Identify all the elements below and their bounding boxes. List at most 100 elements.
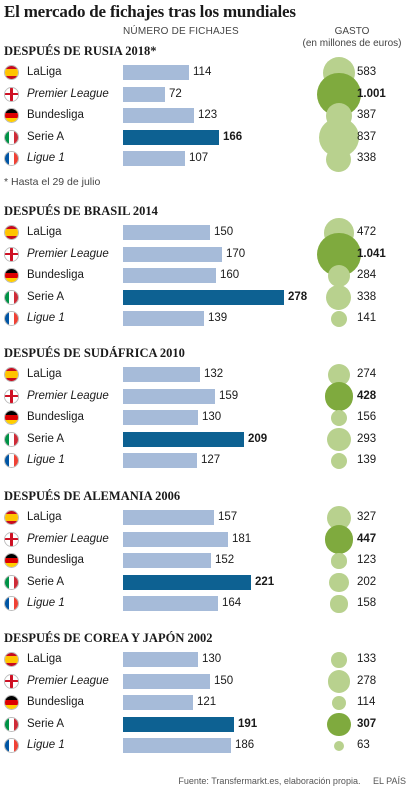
- transfer-count-label: 127: [201, 454, 221, 466]
- spend-column-header: GASTO (en millones de euros): [296, 26, 408, 50]
- league-label: Bundesliga: [27, 696, 84, 708]
- spain-flag-icon: [4, 510, 19, 525]
- spend-bubble: [327, 264, 351, 288]
- transfer-count-bar: [123, 453, 197, 468]
- league-row: Bundesliga 121 114: [0, 693, 414, 713]
- section-title: DESPUÉS DE COREA Y JAPÓN 2002: [4, 631, 213, 645]
- transfer-count-bar: [123, 129, 219, 145]
- transfer-count-label: 170: [226, 247, 246, 260]
- spend-label: 387: [357, 109, 377, 121]
- spend-label: 156: [357, 411, 377, 423]
- transfer-count-bar: [123, 246, 222, 262]
- league-label: LaLiga: [27, 66, 62, 78]
- league-label: Premier League: [27, 674, 109, 687]
- league-row: LaLiga 130 133: [0, 650, 414, 670]
- transfer-count-label: 130: [202, 411, 222, 423]
- transfer-count-bar: [123, 553, 211, 568]
- france-flag-icon: [4, 311, 19, 326]
- spend-label: 63: [357, 739, 370, 751]
- league-label: Serie A: [27, 432, 65, 445]
- spend-label: 428: [357, 389, 377, 402]
- spend-bubble: [330, 409, 348, 427]
- spend-bubble: [333, 740, 345, 752]
- germany-flag-icon: [4, 108, 19, 123]
- spend-label: 583: [357, 66, 377, 78]
- transfer-count-bar: [123, 431, 244, 447]
- spend-label: 278: [357, 674, 377, 687]
- transfer-count-bar: [123, 596, 218, 611]
- transfer-count-label: 130: [202, 653, 222, 665]
- transfer-count-label: 114: [193, 66, 212, 78]
- italy-flag-icon: [4, 716, 19, 732]
- league-row: Serie A 191 307: [0, 712, 414, 737]
- spend-label: 139: [357, 454, 377, 466]
- transfer-count-label: 123: [198, 109, 218, 121]
- league-label: Serie A: [27, 130, 65, 143]
- transfer-count-bar: [123, 65, 189, 80]
- spend-bubble: [327, 712, 351, 737]
- league-label: Premier League: [27, 247, 109, 260]
- spend-label: 1.041: [357, 247, 386, 260]
- spend-label: 284: [357, 269, 377, 281]
- spend-bubble: [331, 695, 347, 711]
- transfer-count-label: 164: [222, 597, 242, 609]
- england-flag-icon: [4, 388, 19, 404]
- league-row: Premier League 150 278: [0, 670, 414, 693]
- spend-bubble: [331, 652, 347, 668]
- france-flag-icon: [4, 738, 19, 753]
- transfer-count-label: 157: [218, 511, 238, 523]
- league-row: Ligue 1 107 338: [0, 146, 414, 172]
- league-row: Premier League 181 447: [0, 525, 414, 554]
- spend-bubble: [331, 553, 347, 569]
- transfer-count-label: 132: [204, 368, 224, 380]
- league-label: Premier League: [27, 389, 109, 402]
- league-label: Ligue 1: [27, 312, 65, 324]
- transfer-count-label: 72: [169, 87, 182, 100]
- spend-bubble: [327, 427, 351, 452]
- transfer-count-label: 150: [214, 674, 234, 687]
- spend-bubble: [327, 363, 351, 387]
- footnote: * Hasta el 29 de julio: [4, 175, 101, 188]
- france-flag-icon: [4, 453, 19, 468]
- spain-flag-icon: [4, 65, 19, 80]
- transfer-count-label: 107: [189, 152, 209, 164]
- league-row: Premier League 159 428: [0, 382, 414, 411]
- league-row: LaLiga 132 274: [0, 363, 414, 387]
- league-row: Premier League 72 1.001: [0, 73, 414, 117]
- france-flag-icon: [4, 151, 19, 166]
- league-row: Bundesliga 152 123: [0, 551, 414, 571]
- league-row: Ligue 1 164 158: [0, 594, 414, 614]
- transfer-count-label: 139: [208, 312, 228, 324]
- transfer-count-bar: [123, 225, 210, 240]
- league-label: LaLiga: [27, 226, 62, 238]
- league-row: Bundesliga 123 387: [0, 102, 414, 130]
- spend-header-title: GASTO: [334, 26, 370, 37]
- transfer-count-label: 160: [220, 269, 240, 281]
- france-flag-icon: [4, 596, 19, 611]
- league-label: Bundesliga: [27, 554, 84, 566]
- transfer-count-label: 278: [288, 290, 308, 303]
- spend-label: 447: [357, 532, 377, 545]
- spend-bubble: [324, 525, 354, 554]
- spend-label: 1.001: [357, 87, 386, 100]
- league-label: LaLiga: [27, 653, 62, 665]
- league-label: Premier League: [27, 532, 109, 545]
- spend-bubble: [330, 310, 348, 328]
- league-label: Bundesliga: [27, 109, 84, 121]
- league-row: Bundesliga 160 284: [0, 264, 414, 288]
- league-row: Ligue 1 186 63: [0, 736, 414, 756]
- transfer-count-bar: [123, 311, 204, 326]
- transfer-count-bar: [123, 367, 200, 382]
- league-row: LaLiga 157 327: [0, 505, 414, 531]
- germany-flag-icon: [4, 268, 19, 283]
- league-label: Ligue 1: [27, 739, 65, 751]
- spend-label: 141: [357, 312, 377, 324]
- league-label: Ligue 1: [27, 152, 65, 164]
- spend-label: 327: [357, 511, 377, 523]
- source-note: Fuente: Transfermarkt.es, elaboración pr…: [178, 776, 406, 786]
- transfer-count-label: 152: [215, 554, 235, 566]
- spend-label: 338: [357, 290, 377, 303]
- section-title: DESPUÉS DE BRASIL 2014: [4, 204, 158, 218]
- germany-flag-icon: [4, 553, 19, 568]
- germany-flag-icon: [4, 410, 19, 425]
